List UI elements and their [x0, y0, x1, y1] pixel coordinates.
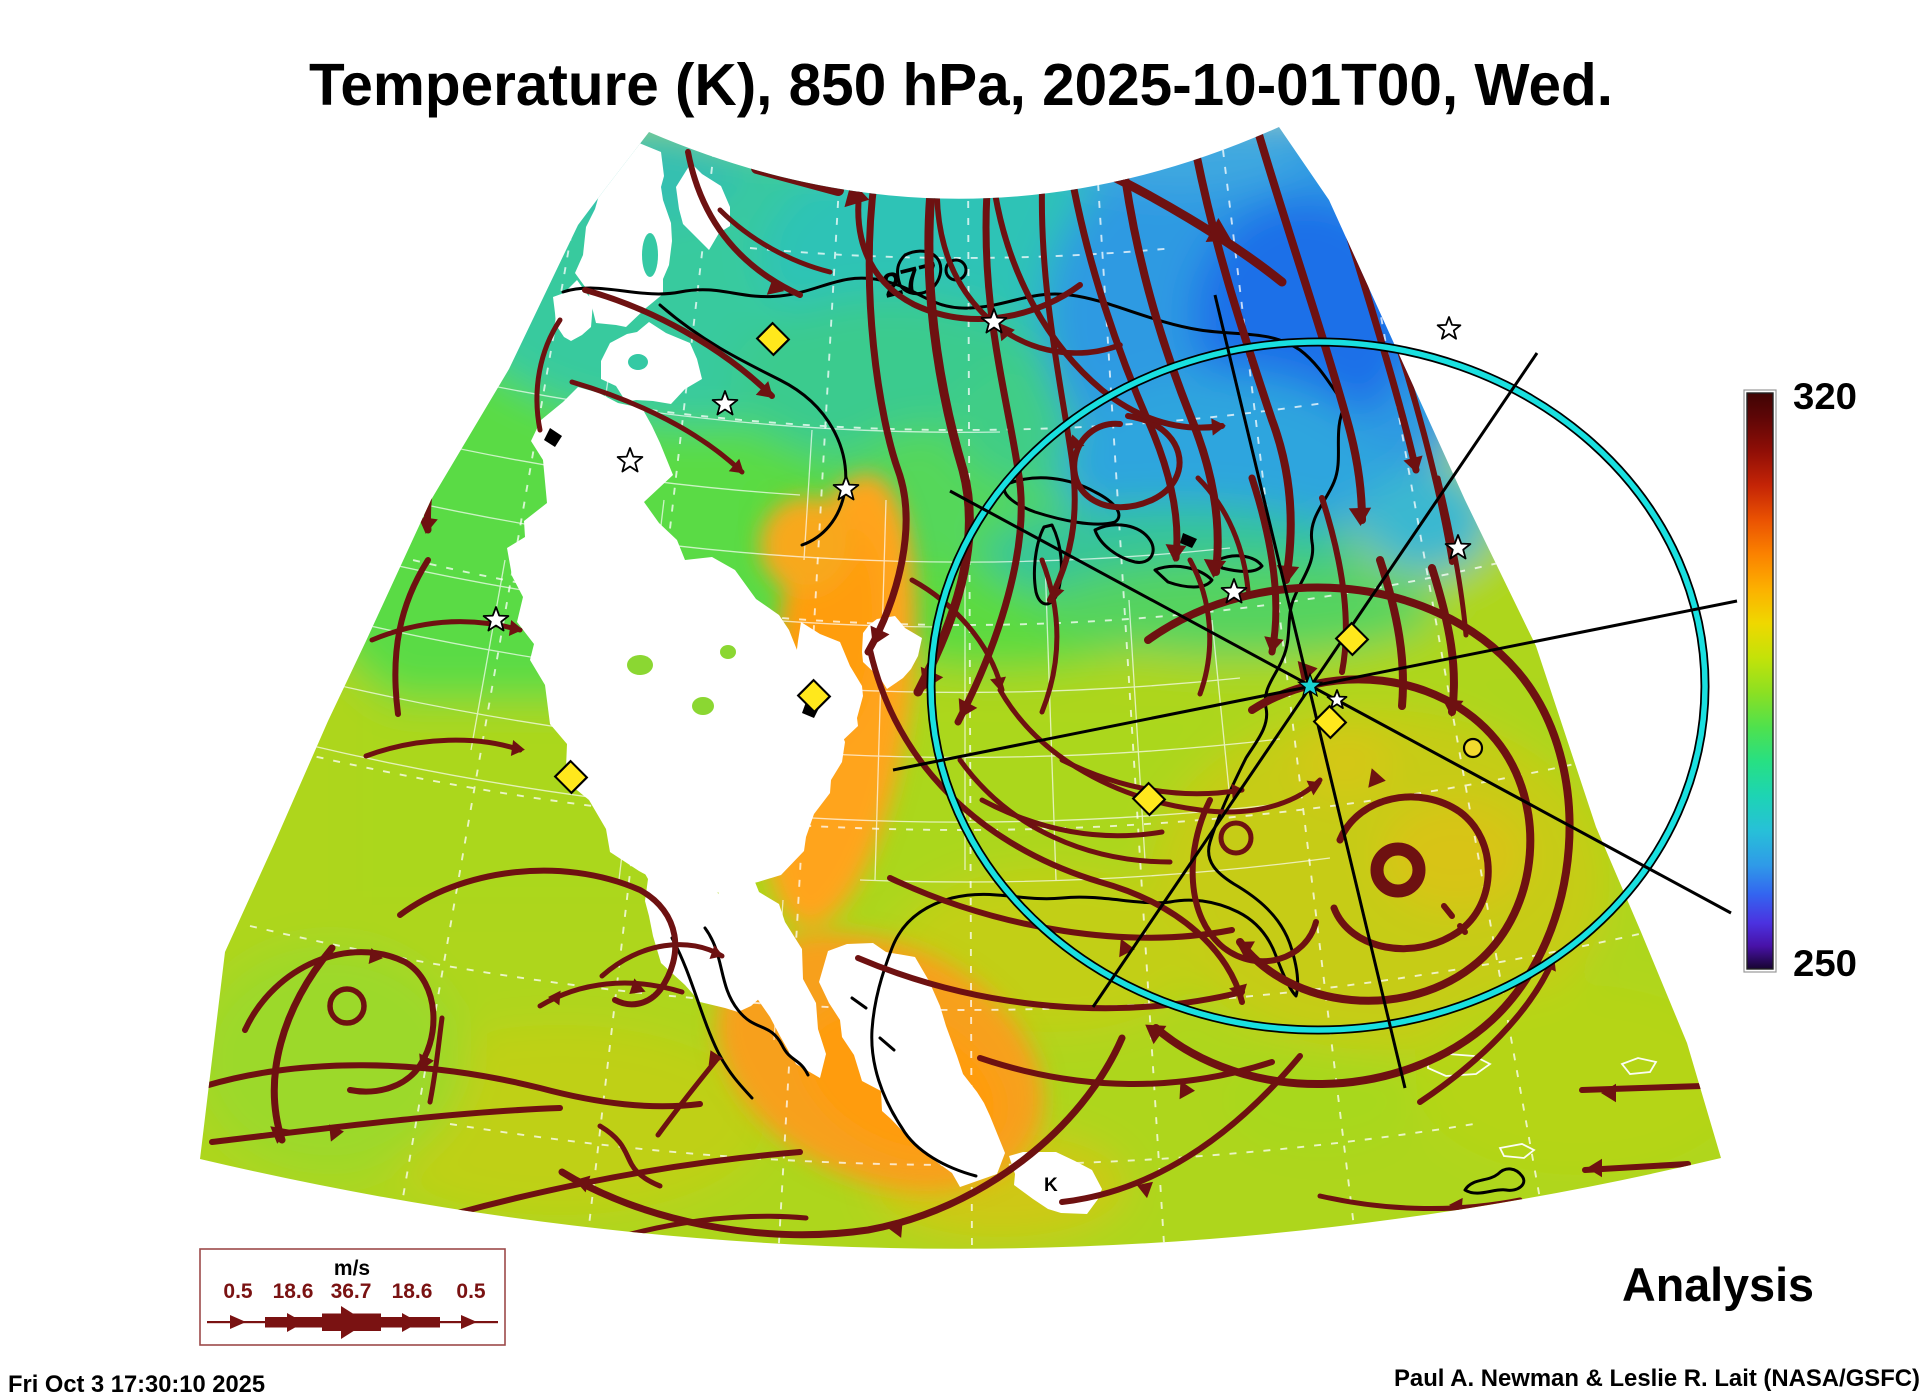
svg-text:18.6: 18.6: [392, 1280, 433, 1303]
svg-text:36.7: 36.7: [331, 1280, 372, 1303]
svg-text:320: 320: [1793, 376, 1857, 417]
svg-text:0.5: 0.5: [456, 1280, 486, 1303]
svg-text:Analysis: Analysis: [1622, 1258, 1814, 1311]
svg-text:18.6: 18.6: [273, 1280, 314, 1303]
svg-text:Fri Oct 3 17:30:10 2025: Fri Oct 3 17:30:10 2025: [8, 1371, 265, 1394]
svg-text:K: K: [1044, 1175, 1058, 1196]
svg-text:m/s: m/s: [334, 1257, 370, 1280]
svg-text:250: 250: [1793, 943, 1857, 984]
svg-text:Temperature (K), 850 hPa, 2025: Temperature (K), 850 hPa, 2025-10-01T00,…: [309, 52, 1613, 118]
svg-text:Paul A. Newman & Leslie R. Lai: Paul A. Newman & Leslie R. Lait (NASA/GS…: [1394, 1365, 1920, 1392]
svg-text:0.5: 0.5: [223, 1280, 253, 1303]
